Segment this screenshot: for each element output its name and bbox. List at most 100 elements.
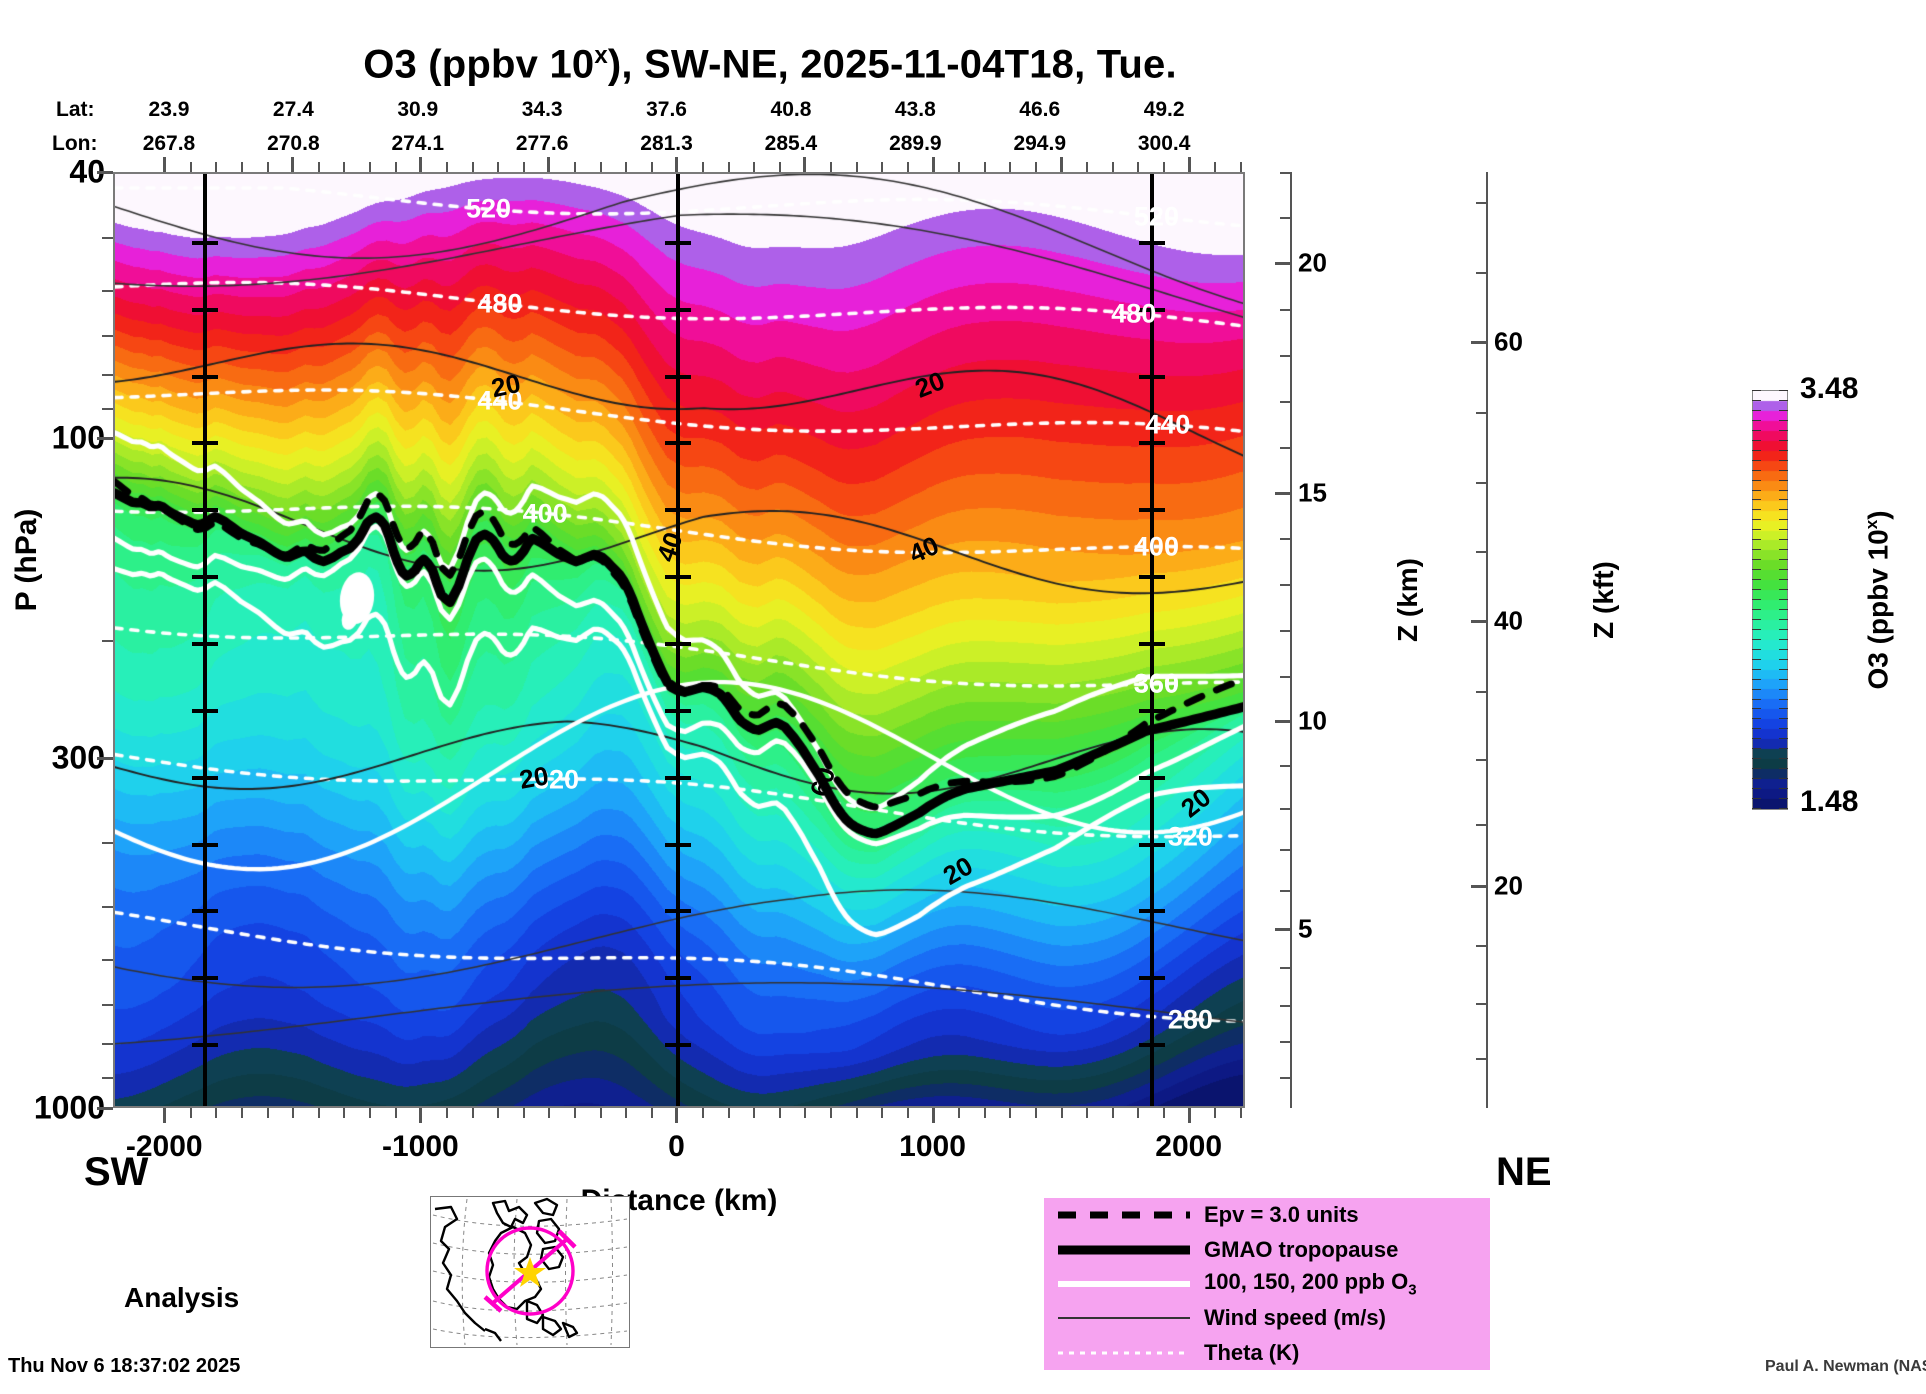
legend-row-ozone-contours: 100, 150, 200 ppb O3 (1044, 1267, 1490, 1301)
z-km-tick-label: 5 (1298, 913, 1313, 944)
colorbar-tick (1752, 678, 1761, 680)
lon-value: 294.9 (1013, 132, 1067, 155)
z-kft-minor-tick (1476, 758, 1486, 761)
reference-line-tick (1139, 441, 1166, 446)
y-axis-title: P (hPa) (10, 508, 43, 612)
colorbar-tick (1779, 509, 1788, 511)
legend-label-theta: Theta (K) (1204, 1339, 1300, 1365)
colorbar-tick (1752, 718, 1761, 720)
colorbar-tick (1752, 579, 1761, 581)
top-minor-tick (266, 162, 269, 172)
reference-line-tick (191, 708, 218, 713)
x-minor-tick (471, 1108, 474, 1118)
z-km-axis-line (1290, 172, 1292, 1108)
colorbar-tick (1752, 459, 1761, 461)
colorbar-tick (1752, 429, 1761, 431)
x-minor-tick (497, 1108, 500, 1118)
x-minor-tick (522, 1108, 525, 1118)
x-minor-tick (394, 1108, 397, 1118)
z-kft-minor-tick (1476, 1002, 1486, 1005)
top-minor-tick (1239, 162, 1242, 172)
z-km-minor-tick (1280, 354, 1290, 357)
colorbar-tick (1752, 479, 1761, 481)
top-minor-tick (471, 162, 474, 172)
reference-line-tick (191, 307, 218, 312)
page-title: O3 (ppbv 10x), SW-NE, 2025-11-04T18, Tue… (0, 42, 1540, 87)
ozone-contour-field: 520 520 480 480 440 440 400 400 360 320 320 280 360 2… (115, 174, 1243, 1106)
cross-section-plot[interactable]: 520 520 480 480 440 440 400 400 360 320 320 280 360 2… (113, 172, 1245, 1108)
y-minor-tick (102, 1004, 113, 1007)
z-km-major-tick (1275, 927, 1290, 931)
colorbar-tick (1752, 559, 1761, 561)
colorbar-tick (1752, 519, 1761, 521)
x-minor-tick (1034, 1108, 1037, 1118)
z-km-minor-tick (1280, 400, 1290, 403)
z-kft-minor-tick (1476, 551, 1486, 554)
top-major-tick (419, 157, 423, 172)
lat-value: 40.8 (770, 98, 812, 121)
reference-line-tick (1139, 240, 1166, 245)
top-minor-tick (702, 162, 705, 172)
colorbar-tick (1752, 529, 1761, 531)
y-minor-tick (102, 289, 113, 292)
z-kft-tick-label: 60 (1494, 326, 1523, 357)
z-km-minor-tick (1280, 630, 1290, 633)
x-tick-label: -1000 (381, 1130, 459, 1163)
x-minor-tick (266, 1108, 269, 1118)
lon-value: 267.8 (142, 132, 196, 155)
colorbar-tick (1779, 738, 1788, 740)
colorbar-tick (1779, 409, 1788, 411)
white-line-icon (1044, 1275, 1204, 1293)
lat-value: 23.9 (148, 98, 190, 121)
inset-locator-map[interactable] (430, 1196, 630, 1348)
x-minor-tick (1009, 1108, 1012, 1118)
z-km-minor-tick (1280, 1041, 1290, 1044)
colorbar-tick (1752, 638, 1761, 640)
legend-label-wind: Wind speed (m/s) (1204, 1305, 1386, 1331)
colorbar-gradient (1753, 391, 1787, 809)
title-rest: ), SW-NE, 2025-11-04T18, Tue. (607, 42, 1177, 87)
colorbar-tick (1752, 489, 1761, 491)
x-major-tick (419, 1108, 423, 1123)
x-minor-tick (958, 1108, 961, 1118)
lon-value: 270.8 (267, 132, 320, 155)
colorbar-tick (1779, 489, 1788, 491)
x-minor-tick (650, 1108, 653, 1118)
reference-line-tick (191, 909, 218, 914)
x-major-tick (163, 1108, 167, 1123)
top-minor-tick (522, 162, 525, 172)
lon-value: 281.3 (640, 132, 693, 155)
z-kft-tick-label: 40 (1494, 605, 1523, 636)
reference-line-tick (665, 708, 692, 713)
top-minor-tick (1111, 162, 1114, 172)
lon-row-label: Lon: (52, 132, 98, 155)
reference-line-tick (1139, 642, 1166, 646)
top-minor-tick (573, 162, 576, 172)
z-km-minor-tick (1280, 172, 1290, 174)
top-minor-tick (906, 162, 909, 172)
x-minor-tick (1060, 1108, 1063, 1118)
colorbar-tick (1779, 429, 1788, 431)
lat-row-label: Lat: (56, 98, 95, 121)
y-minor-tick (102, 373, 113, 376)
top-minor-tick (1137, 162, 1140, 172)
author-credit: Paul A. Newman (NASA (1765, 1358, 1926, 1375)
reference-line-tick (665, 575, 692, 580)
colorbar-tick (1752, 728, 1761, 730)
colorbar-tick (1752, 569, 1761, 571)
y-minor-tick (102, 407, 113, 410)
x-minor-tick (189, 1108, 192, 1118)
top-minor-tick (215, 162, 218, 172)
reference-line-tick (665, 1043, 692, 1048)
x-minor-tick (1214, 1108, 1217, 1118)
y-tick-label: 40 (69, 153, 105, 190)
y-minor-tick (102, 906, 113, 909)
reference-line-tick (191, 775, 218, 780)
thin-line-icon (1044, 1309, 1204, 1327)
transect-start-marker (483, 1295, 503, 1313)
colorbar-tick (1779, 559, 1788, 561)
reference-line-tick (191, 508, 218, 513)
z-kft-minor-tick (1476, 481, 1486, 484)
colorbar-tick (1779, 788, 1788, 790)
colorbar-tick (1779, 778, 1788, 780)
